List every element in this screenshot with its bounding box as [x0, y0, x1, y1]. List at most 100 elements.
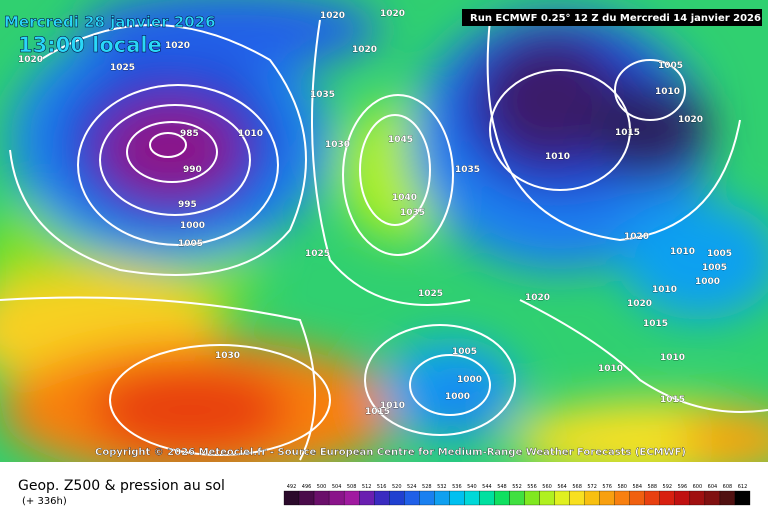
- isobar-label: 1020: [320, 11, 345, 21]
- isobar-label: 1000: [180, 221, 205, 231]
- colorbar-label: 492: [287, 484, 297, 490]
- colorbar-swatch: [389, 490, 405, 506]
- colorbar-swatch: [704, 490, 721, 506]
- date-label: Mercredi 28 janvier 2026: [4, 13, 216, 31]
- isobar-label: 1000: [695, 277, 720, 287]
- colorbar-label: 568: [572, 484, 582, 490]
- isobar-label: 1010: [655, 87, 680, 97]
- isobar-label: 1020: [678, 115, 703, 125]
- isobar-label: 985: [180, 129, 199, 139]
- colorbar-label: 560: [542, 484, 552, 490]
- colorbar-label: 608: [723, 484, 733, 490]
- footer-title: Geop. Z500 & pression au sol: [18, 478, 225, 494]
- colorbar-label: 524: [407, 484, 417, 490]
- isobar-label: 1020: [352, 45, 377, 55]
- isobar-label: 1005: [707, 249, 732, 259]
- isobar-labels: 1020 1025 1020 985 990 995 1000 1005 1010 1035 103…: [18, 9, 732, 417]
- colorbar-label: 604: [708, 484, 718, 490]
- isobar-label: 1010: [670, 247, 695, 257]
- isobar-label: 1005: [452, 347, 477, 357]
- colorbar-swatch: [644, 490, 660, 506]
- colorbar-label: 512: [362, 484, 372, 490]
- colorbar-swatch: [629, 490, 645, 506]
- colorbar-label: 504: [332, 484, 342, 490]
- colorbar-label: 516: [377, 484, 387, 490]
- colorbar-label: 508: [347, 484, 357, 490]
- colorbar-swatch: [479, 490, 495, 506]
- copyright: Copyright © 2026 Meteociel.fr - Source E…: [95, 447, 686, 458]
- colorbar-swatch: [689, 490, 706, 506]
- footer-lead: (+ 336h): [22, 496, 67, 507]
- isobars: [0, 19, 768, 461]
- isobar-label: 1005: [702, 263, 727, 273]
- isobar-label: 1035: [400, 208, 425, 218]
- isobar-label: 1020: [18, 55, 43, 65]
- isobar-label: 1045: [388, 135, 413, 145]
- colorbar-label: 520: [392, 484, 402, 490]
- isobar-label: 1040: [392, 193, 417, 203]
- colorbar-swatch: [539, 490, 555, 506]
- colorbar-swatch: [464, 490, 480, 506]
- colorbar-swatch: [419, 490, 435, 506]
- isobar-label: 1035: [310, 90, 335, 100]
- geopotential-field: [0, 0, 768, 480]
- colorbar-label: 580: [617, 484, 627, 490]
- colorbar: 492 496 500 504 508 512 516 520 524 528 532 536 540 5…: [283, 484, 751, 506]
- isobar-label: 1015: [615, 128, 640, 138]
- colorbar-swatch: [359, 490, 375, 506]
- colorbar-swatch: [659, 490, 675, 506]
- colorbar-swatch: [298, 490, 315, 506]
- colorbar-label: 540: [467, 484, 477, 490]
- isobar-label: 1000: [457, 375, 482, 385]
- isobar-label: 1005: [658, 61, 683, 71]
- isobar-label: 1015: [660, 395, 685, 405]
- colorbar-label: 556: [527, 484, 537, 490]
- colorbar-label: 536: [452, 484, 462, 490]
- colorbar-swatch: [509, 490, 525, 506]
- time-label: 13:00 locale: [18, 33, 162, 57]
- colorbar-swatch: [614, 490, 630, 506]
- colorbar-swatch: [494, 490, 510, 506]
- colorbar-swatch: [584, 490, 600, 506]
- run-label: Run ECMWF 0.25° 12 Z du Mercredi 14 janv…: [470, 13, 761, 24]
- colorbar-label: 572: [587, 484, 597, 490]
- isobar-label: 1025: [305, 249, 330, 259]
- run-box: [462, 9, 762, 26]
- isobar-label: 1010: [652, 285, 677, 295]
- colorbar-label: 612: [738, 484, 748, 490]
- isobar-label: 1010: [660, 353, 685, 363]
- colorbar-swatch: [343, 490, 360, 506]
- isobar-label: 1000: [445, 392, 470, 402]
- isobar-label: 1025: [418, 289, 443, 299]
- colorbar-label: 500: [317, 484, 327, 490]
- colorbar-label: 600: [693, 484, 703, 490]
- isobar-label: 1020: [627, 299, 652, 309]
- isobar-label: 990: [183, 165, 202, 175]
- isobar-label: 1015: [643, 319, 668, 329]
- isobar-label: 1020: [380, 9, 405, 19]
- colorbar-label: 584: [632, 484, 642, 490]
- colorbar-label: 544: [482, 484, 492, 490]
- isobar-label: 1015: [365, 407, 390, 417]
- colorbar-swatch: [404, 490, 420, 506]
- colorbar-swatch: [734, 490, 751, 506]
- colorbar-label: 552: [512, 484, 522, 490]
- isobar-label: 1020: [525, 293, 550, 303]
- colorbar-label: 528: [422, 484, 432, 490]
- colorbar-swatch: [328, 490, 345, 506]
- colorbar-swatch: [374, 490, 390, 506]
- isobar-label: 1030: [325, 140, 350, 150]
- isobar-label: 1020: [165, 41, 190, 51]
- colorbar-swatch: [524, 490, 540, 506]
- colorbar-swatch: [569, 490, 585, 506]
- colorbar-label: 564: [557, 484, 567, 490]
- isobar-label: 1010: [598, 364, 623, 374]
- colorbar-swatch: [599, 490, 615, 506]
- colorbar-label: 592: [663, 484, 673, 490]
- isobar-label: 1010: [380, 401, 405, 411]
- colorbar-swatch: [719, 490, 736, 506]
- colorbar-label: 588: [648, 484, 658, 490]
- colorbar-swatch: [434, 490, 450, 506]
- colorbar-label: 576: [602, 484, 612, 490]
